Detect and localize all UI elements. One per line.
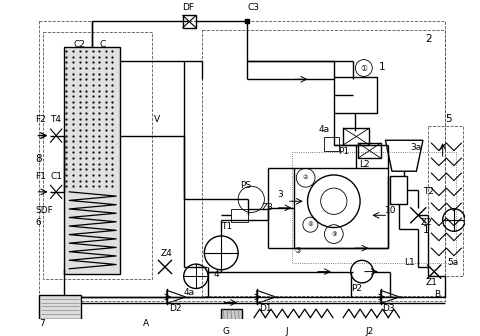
Bar <box>324 137 339 151</box>
Bar <box>358 143 381 158</box>
Text: Z3: Z3 <box>262 203 274 212</box>
Text: 8: 8 <box>36 154 42 164</box>
Polygon shape <box>257 290 276 303</box>
Text: ①: ① <box>360 64 367 73</box>
Text: C3: C3 <box>248 3 260 12</box>
Bar <box>39 21 444 301</box>
Bar <box>294 168 388 248</box>
Text: 1: 1 <box>379 62 385 72</box>
Text: F2: F2 <box>36 115 46 124</box>
Bar <box>43 32 152 279</box>
Text: C1: C1 <box>50 172 62 181</box>
Bar <box>291 153 456 263</box>
Bar <box>221 309 242 326</box>
Text: ③: ③ <box>331 232 336 237</box>
Bar <box>183 15 196 28</box>
Text: T2: T2 <box>423 187 434 196</box>
Text: 4: 4 <box>214 270 219 279</box>
Text: ②: ② <box>303 175 309 180</box>
Text: D2: D2 <box>168 304 181 313</box>
Text: 5: 5 <box>445 114 452 124</box>
Text: ③: ③ <box>294 246 301 255</box>
Text: P1: P1 <box>338 147 349 156</box>
Text: SDF: SDF <box>36 206 53 215</box>
Text: 7: 7 <box>39 320 45 329</box>
Text: T4: T4 <box>50 115 61 124</box>
Text: L1: L1 <box>404 257 415 266</box>
Bar <box>428 126 463 276</box>
Text: D3: D3 <box>383 304 395 313</box>
Text: ④: ④ <box>308 222 313 227</box>
Bar <box>39 295 81 320</box>
Text: J2: J2 <box>365 327 373 336</box>
Bar <box>390 176 407 204</box>
Text: A: A <box>143 320 149 329</box>
Text: Z4: Z4 <box>160 249 172 257</box>
Text: G: G <box>222 327 229 336</box>
Bar <box>334 77 377 113</box>
Text: Z2: Z2 <box>420 218 432 227</box>
Bar <box>343 128 370 145</box>
Text: T1: T1 <box>221 222 232 231</box>
Text: 10: 10 <box>385 206 397 215</box>
Text: 3a: 3a <box>411 143 422 152</box>
Text: 6: 6 <box>36 218 41 227</box>
Text: B: B <box>434 290 440 299</box>
Bar <box>203 31 444 296</box>
Text: 1: 1 <box>423 225 430 235</box>
Text: C: C <box>99 40 106 49</box>
Text: P2: P2 <box>351 284 362 293</box>
Text: 4a: 4a <box>184 288 195 297</box>
Text: DF: DF <box>182 3 194 12</box>
Polygon shape <box>167 290 186 303</box>
Text: Z1: Z1 <box>426 278 438 287</box>
Text: 4a: 4a <box>319 125 330 134</box>
Bar <box>230 209 248 222</box>
Text: F1: F1 <box>36 172 47 181</box>
Polygon shape <box>381 290 399 303</box>
Text: PS: PS <box>240 181 251 190</box>
Text: 5a: 5a <box>447 257 458 266</box>
Text: D1: D1 <box>259 304 271 313</box>
Text: J: J <box>286 327 288 336</box>
Text: 3: 3 <box>277 190 283 199</box>
Text: 2: 2 <box>426 34 432 44</box>
Bar <box>64 47 120 275</box>
Text: C2: C2 <box>73 40 85 49</box>
Text: L2: L2 <box>359 160 370 169</box>
Text: V: V <box>154 115 160 124</box>
